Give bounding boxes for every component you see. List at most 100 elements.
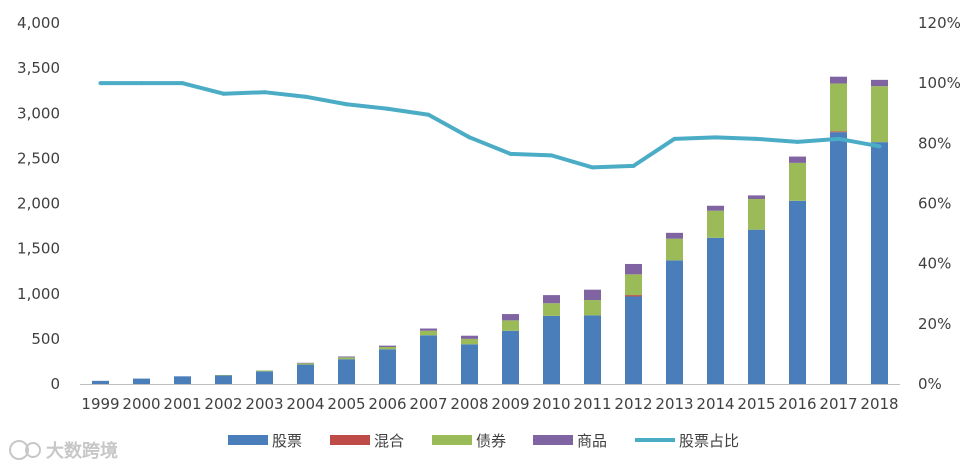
x-axis-tick-label: 2012	[614, 395, 652, 413]
bar-segment	[584, 315, 601, 384]
watermark-text: 大数跨境	[46, 440, 118, 462]
x-axis-tick-label: 2007	[409, 395, 447, 413]
legend-label: 股票占比	[679, 432, 739, 450]
legend-label: 混合	[374, 432, 404, 450]
x-axis-tick-label: 2009	[491, 395, 529, 413]
bar-segment	[215, 374, 232, 376]
line-point	[467, 135, 472, 140]
x-axis-tick-label: 2014	[696, 395, 734, 413]
bar-segment	[789, 156, 806, 163]
x-axis-tick-label: 2003	[245, 395, 283, 413]
bar-segment	[420, 328, 437, 331]
line-point	[303, 94, 308, 99]
left-axis-tick-label: 1,000	[17, 285, 60, 303]
bar-segment	[666, 238, 683, 261]
left-axis-tick-label: 1,500	[17, 240, 60, 258]
bar-segment	[543, 315, 560, 384]
x-axis-tick-label: 2013	[655, 395, 693, 413]
bars	[92, 76, 888, 384]
bar-segment	[338, 357, 355, 360]
line-point	[426, 112, 431, 117]
line-point	[672, 136, 677, 141]
bar-segment	[830, 83, 847, 132]
line-point	[139, 81, 144, 86]
line-point	[385, 106, 390, 111]
right-axis-tick-label: 40%	[918, 255, 951, 273]
x-axis-tick-label: 1999	[81, 395, 119, 413]
line-point	[877, 144, 882, 149]
bar-segment	[502, 330, 519, 384]
left-axis-tick-label: 0	[50, 375, 60, 393]
x-axis-tick-label: 2017	[819, 395, 857, 413]
watermark-logo-icon: 大数跨境	[9, 440, 118, 462]
x-axis-tick-label: 2018	[860, 395, 898, 413]
bar-segment	[707, 210, 724, 238]
left-axis-tick-label: 2,500	[17, 149, 60, 167]
legend-swatch	[432, 435, 472, 445]
bar-segment	[707, 237, 724, 384]
line-series	[98, 81, 882, 170]
legend-label: 债券	[476, 432, 506, 450]
bar-segment	[871, 142, 888, 384]
legend-swatch	[330, 435, 370, 445]
x-axis-tick-label: 2006	[368, 395, 406, 413]
line-point	[754, 136, 759, 141]
bar-segment	[871, 86, 888, 143]
bar-segment	[256, 371, 273, 384]
line-point	[713, 135, 718, 140]
x-axis-tick-label: 2002	[204, 395, 242, 413]
bar-segment	[379, 349, 396, 384]
left-axis-tick-label: 2,000	[17, 195, 60, 213]
line-path	[100, 81, 880, 170]
bar-segment	[789, 200, 806, 384]
bar-segment	[338, 356, 355, 358]
bar-segment	[461, 335, 478, 339]
bar-segment	[707, 205, 724, 211]
bar-segment	[379, 345, 396, 347]
x-axis-tick-label: 2005	[327, 395, 365, 413]
x-axis-ticks: 1999 2000 2001 2002 2003 2004 2005 2006 2007 2008…	[81, 395, 898, 413]
legend-label: 股票	[272, 432, 302, 450]
bar-segment	[133, 378, 150, 384]
line-point	[98, 81, 103, 86]
bar-segment	[215, 375, 232, 384]
watermark: 大数跨境	[6, 436, 136, 466]
line-point	[549, 153, 554, 158]
bar-segment	[420, 330, 437, 336]
right-axis-tick-label: 120%	[918, 14, 961, 32]
bar-segment	[625, 263, 642, 275]
line-point	[795, 139, 800, 144]
right-axis-ticks: 0% 20% 40% 60% 80% 100% 120%	[918, 14, 961, 393]
bar-segment	[830, 131, 847, 133]
right-axis-tick-label: 0%	[918, 375, 942, 393]
bar-segment	[625, 295, 642, 297]
line-point	[221, 91, 226, 96]
bar-segment	[174, 376, 191, 384]
bar-segment	[256, 370, 273, 372]
line-point	[590, 165, 595, 170]
left-axis-tick-label: 4,000	[17, 14, 60, 32]
bar-segment	[584, 300, 601, 316]
right-axis-tick-label: 100%	[918, 74, 961, 92]
x-axis-tick-label: 2004	[286, 395, 324, 413]
x-axis-tick-label: 2016	[778, 395, 816, 413]
bar-segment	[830, 76, 847, 84]
bar-segment	[830, 132, 847, 384]
line-point	[344, 102, 349, 107]
bar-segment	[420, 335, 437, 384]
x-axis-tick-label: 2015	[737, 395, 775, 413]
bar-segment	[502, 320, 519, 331]
bar-segment	[297, 364, 314, 384]
bar-segment	[584, 289, 601, 301]
bar-segment	[625, 274, 642, 296]
bar-segment	[461, 338, 478, 345]
right-axis-tick-label: 60%	[918, 195, 951, 213]
bar-segment	[338, 359, 355, 384]
right-axis-tick-label: 20%	[918, 315, 951, 333]
bar-segment	[543, 295, 560, 304]
x-axis-tick-label: 2010	[532, 395, 570, 413]
x-axis-tick-label: 2001	[163, 395, 201, 413]
x-axis-tick-label: 2000	[122, 395, 160, 413]
bar-segment	[748, 229, 765, 384]
